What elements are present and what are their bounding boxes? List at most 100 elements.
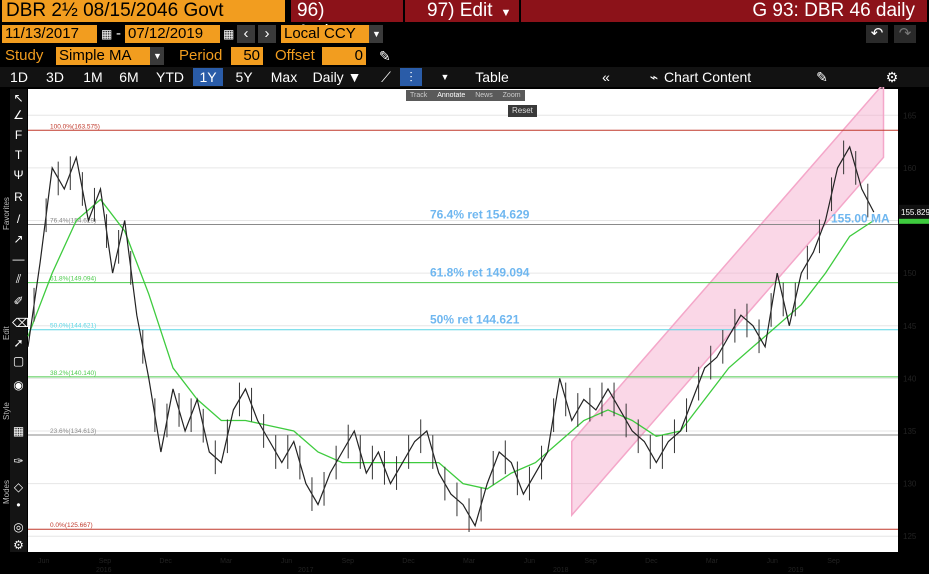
period-label: Period (179, 47, 223, 64)
x-year-label: 2017 (298, 567, 314, 574)
line-chart-icon[interactable]: ⟋ (381, 69, 391, 85)
retracement-annotation: 50% ret 144.621 (430, 313, 520, 327)
y-tick-label: 160 (903, 164, 917, 173)
zoom-tool[interactable]: Zoom (502, 92, 521, 99)
period-3d-button[interactable]: 3D (46, 69, 64, 85)
price-chart[interactable]: 100.0%(163.575) 76.4%(154.629) 61.8%(149.0… (0, 87, 929, 574)
x-tick-label: Jun (38, 558, 49, 565)
period-1y-button[interactable]: 1Y (193, 68, 223, 86)
annotate-tool[interactable]: Annotate (437, 92, 466, 99)
x-tick-label: Jun (767, 558, 778, 565)
brush-icon[interactable]: ✐ (13, 294, 24, 308)
redo-icon[interactable]: ↷ (894, 25, 916, 43)
cursor-icon[interactable]: ↖ (13, 91, 24, 105)
text-icon[interactable]: T (14, 148, 23, 162)
caret-down-icon[interactable]: ▼ (440, 72, 450, 82)
eraser-icon[interactable]: ⌫ (12, 316, 29, 330)
period-ytd-button[interactable]: YTD (156, 69, 184, 85)
x-tick-label: Jun (281, 558, 292, 565)
dot-icon[interactable]: • (16, 498, 21, 512)
hline-icon[interactable]: — (12, 252, 25, 266)
style-tab-label[interactable]: Style (2, 402, 11, 420)
price-line (27, 145, 875, 528)
chart-mini-tools: Track Annotate News Zoom (406, 90, 525, 101)
track-tool[interactable]: Track (410, 92, 428, 99)
period-input[interactable]: 50 (231, 47, 263, 65)
calendar-icon[interactable]: ▦ (223, 27, 235, 41)
frequency-select[interactable]: Daily ▼ (312, 69, 362, 85)
gear-icon[interactable]: ⚙ (885, 69, 899, 85)
start-date-input[interactable]: 11/13/2017 (2, 25, 97, 43)
y-tick-label: 140 (903, 374, 917, 383)
fib-label: 76.4%(154.629) (50, 217, 96, 224)
y-tick-label: 145 (903, 322, 917, 331)
chart-content-icon[interactable]: ⌁ (649, 69, 659, 85)
diamond-icon[interactable]: ◇ (13, 480, 24, 494)
next-range-button[interactable]: › (258, 25, 276, 43)
table-button[interactable]: Table (475, 69, 509, 85)
study-select[interactable]: Simple MA (56, 47, 152, 65)
date-separator: - (116, 25, 121, 42)
x-tick-label: Dec (645, 558, 658, 565)
reset-button[interactable]: Reset (508, 105, 537, 117)
pitchfork-icon[interactable]: Ψ (13, 168, 24, 182)
calendar-icon[interactable]: ▦ (101, 27, 113, 41)
chart-area[interactable]: 100.0%(163.575) 76.4%(154.629) 61.8%(149.0… (0, 87, 929, 574)
square-icon[interactable]: ▢ (12, 354, 25, 368)
fib-label: 23.6%(134.613) (50, 428, 96, 435)
prev-range-button[interactable]: ‹ (237, 25, 255, 43)
period-1m-button[interactable]: 1M (83, 69, 103, 85)
security-field[interactable]: DBR 2½ 08/15/2046 Govt (2, 0, 285, 22)
x-year-label: 2019 (788, 567, 804, 574)
caret-down-icon[interactable]: ▼ (369, 25, 383, 43)
chart-title: G 93: DBR 46 daily (752, 0, 915, 21)
color-icon[interactable]: ◉ (13, 378, 24, 392)
bar-chart-icon[interactable]: ⫶ (400, 68, 422, 86)
period-5y-button[interactable]: 5Y (235, 69, 253, 85)
edit-menu[interactable]: 97) Edit ▼ (405, 0, 519, 22)
news-tool[interactable]: News (475, 92, 493, 99)
period-max-button[interactable]: Max (270, 69, 298, 85)
retracement-icon[interactable]: R (14, 190, 23, 204)
edit-tab-label[interactable]: Edit (2, 326, 11, 340)
fib-label: 38.2%(140.140) (50, 370, 96, 377)
moving-average-line (27, 198, 875, 490)
currency-select[interactable]: Local CCY (281, 25, 369, 43)
pointer-icon[interactable]: ➚ (13, 336, 24, 350)
palette-icon[interactable]: ▦ (12, 424, 25, 438)
caret-down-icon[interactable]: ▼ (150, 47, 164, 65)
plot-background (28, 89, 898, 552)
pen-icon[interactable]: ✑ (13, 454, 24, 468)
period-1d-button[interactable]: 1D (10, 69, 28, 85)
cycle-icon[interactable]: ◎ (13, 520, 24, 534)
title-bar: DBR 2½ 08/15/2046 Govt 96) Actions▼ 97) … (0, 0, 929, 43)
modes-tab-label[interactable]: Modes (2, 479, 11, 504)
end-date-input[interactable]: 07/12/2019 (125, 25, 220, 43)
x-year-label: 2016 (96, 567, 112, 574)
caret-down-icon: ▼ (500, 7, 512, 19)
edit-label: 97) Edit (427, 0, 493, 21)
chart-title-bar: G 93: DBR 46 daily (521, 0, 927, 22)
y-tick-label: 130 (903, 480, 917, 489)
period-6m-button[interactable]: 6M (119, 69, 139, 85)
fib-label: 61.8%(149.094) (50, 276, 96, 283)
channel-tool-icon[interactable]: ⫽ (15, 272, 22, 286)
ma-value-label: 155.00 MA (831, 211, 890, 225)
study-row: Study Simple MA ▼ Period 50 Offset 0 ✎ (0, 45, 929, 67)
collapse-icon[interactable]: « (602, 69, 610, 85)
fibonacci-icon[interactable]: F (14, 128, 23, 142)
line-tool-icon[interactable]: / (16, 212, 21, 226)
actions-menu[interactable]: 96) Actions▼ (291, 0, 403, 43)
trendline-icon[interactable]: ∠ (13, 108, 24, 122)
edit-chart-icon[interactable]: ✎ (816, 69, 828, 85)
y-tick-label: 135 (903, 427, 917, 436)
chart-content-button[interactable]: Chart Content (664, 69, 752, 85)
offset-input[interactable]: 0 (322, 47, 366, 65)
arrow-tool-icon[interactable]: ↗ (13, 232, 24, 246)
x-year-label: 2018 (553, 567, 569, 574)
favorites-tab-label[interactable]: Favorites (2, 197, 11, 230)
undo-icon[interactable]: ↶ (866, 25, 888, 43)
y-tick-label: 165 (903, 111, 917, 120)
gear-icon[interactable]: ⚙ (13, 538, 24, 552)
pencil-icon[interactable]: ✎ (379, 48, 391, 64)
